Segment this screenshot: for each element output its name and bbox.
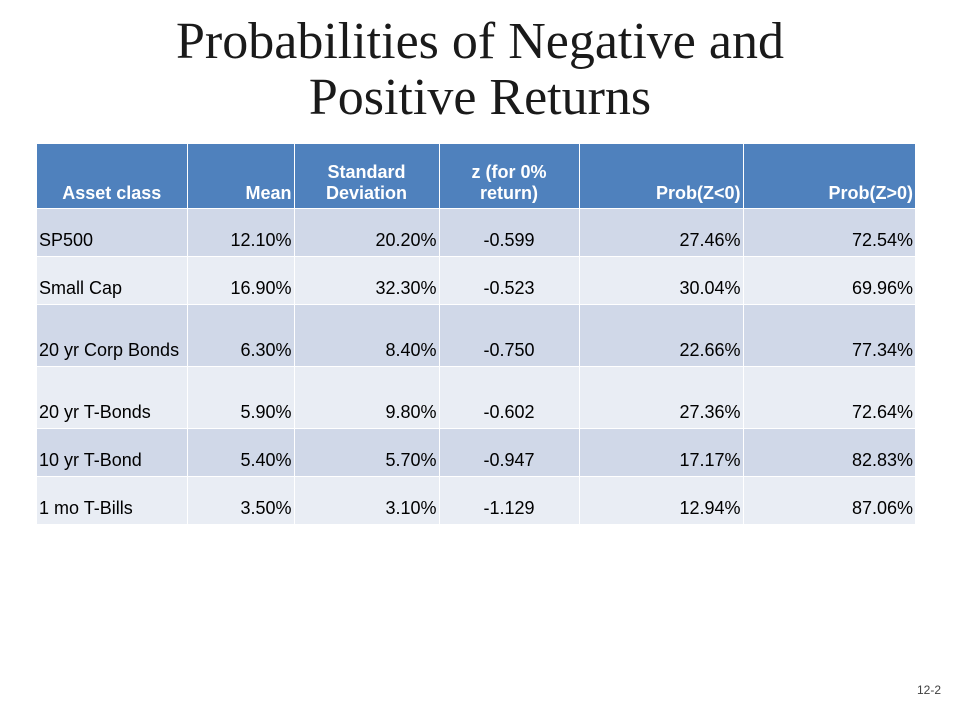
cell-asset-class: Small Cap (37, 256, 188, 305)
slide-title-line-1: Probabilities of Negative and (176, 13, 784, 70)
cell-prob-negative: 30.04% (579, 256, 744, 305)
table-row: SP500 12.10% 20.20% -0.599 27.46% 72.54% (37, 208, 915, 257)
cell-z-score: -0.947 (439, 428, 580, 477)
cell-prob-positive: 77.34% (743, 304, 915, 367)
cell-asset-class: SP500 (37, 208, 188, 257)
cell-mean: 6.30% (187, 304, 295, 367)
cell-standard-deviation: 9.80% (294, 366, 440, 429)
cell-prob-negative: 12.94% (579, 476, 744, 524)
cell-z-score: -0.599 (439, 208, 580, 257)
header-prob-negative: Prob(Z<0) (579, 144, 744, 209)
cell-asset-class: 1 mo T-Bills (37, 476, 188, 524)
table-row: 20 yr Corp Bonds 6.30% 8.40% -0.750 22.6… (37, 304, 915, 367)
returns-probability-table: Asset class Mean Standard Deviation z (f… (37, 144, 915, 524)
cell-mean: 3.50% (187, 476, 295, 524)
cell-asset-class: 10 yr T-Bond (37, 428, 188, 477)
cell-mean: 5.90% (187, 366, 295, 429)
cell-prob-positive: 69.96% (743, 256, 915, 305)
cell-mean: 12.10% (187, 208, 295, 257)
cell-z-score: -0.602 (439, 366, 580, 429)
table-row: Small Cap 16.90% 32.30% -0.523 30.04% 69… (37, 256, 915, 305)
table-header-row: Asset class Mean Standard Deviation z (f… (37, 144, 915, 209)
cell-mean: 16.90% (187, 256, 295, 305)
table-row: 20 yr T-Bonds 5.90% 9.80% -0.602 27.36% … (37, 366, 915, 429)
cell-standard-deviation: 20.20% (294, 208, 440, 257)
cell-standard-deviation: 3.10% (294, 476, 440, 524)
cell-standard-deviation: 32.30% (294, 256, 440, 305)
cell-prob-negative: 27.46% (579, 208, 744, 257)
slide-title: Probabilities of Negative and Positive R… (0, 14, 960, 126)
cell-prob-negative: 22.66% (579, 304, 744, 367)
cell-standard-deviation: 8.40% (294, 304, 440, 367)
cell-asset-class: 20 yr Corp Bonds (37, 304, 188, 367)
cell-prob-positive: 72.54% (743, 208, 915, 257)
cell-prob-positive: 87.06% (743, 476, 915, 524)
slide-title-line-2: Positive Returns (308, 69, 652, 126)
cell-z-score: -0.750 (439, 304, 580, 367)
cell-z-score: -1.129 (439, 476, 580, 524)
cell-prob-positive: 72.64% (743, 366, 915, 429)
cell-standard-deviation: 5.70% (294, 428, 440, 477)
header-prob-positive: Prob(Z>0) (743, 144, 915, 209)
cell-prob-negative: 17.17% (579, 428, 744, 477)
header-z-score: z (for 0% return) (439, 144, 580, 209)
cell-prob-positive: 82.83% (743, 428, 915, 477)
header-asset-class: Asset class (37, 144, 188, 209)
table-row: 1 mo T-Bills 3.50% 3.10% -1.129 12.94% 8… (37, 476, 915, 524)
header-standard-deviation: Standard Deviation (294, 144, 440, 209)
header-mean: Mean (187, 144, 295, 209)
cell-mean: 5.40% (187, 428, 295, 477)
cell-prob-negative: 27.36% (579, 366, 744, 429)
page-number: 12-2 (916, 683, 941, 697)
table-row: 10 yr T-Bond 5.40% 5.70% -0.947 17.17% 8… (37, 428, 915, 477)
cell-z-score: -0.523 (439, 256, 580, 305)
cell-asset-class: 20 yr T-Bonds (37, 366, 188, 429)
